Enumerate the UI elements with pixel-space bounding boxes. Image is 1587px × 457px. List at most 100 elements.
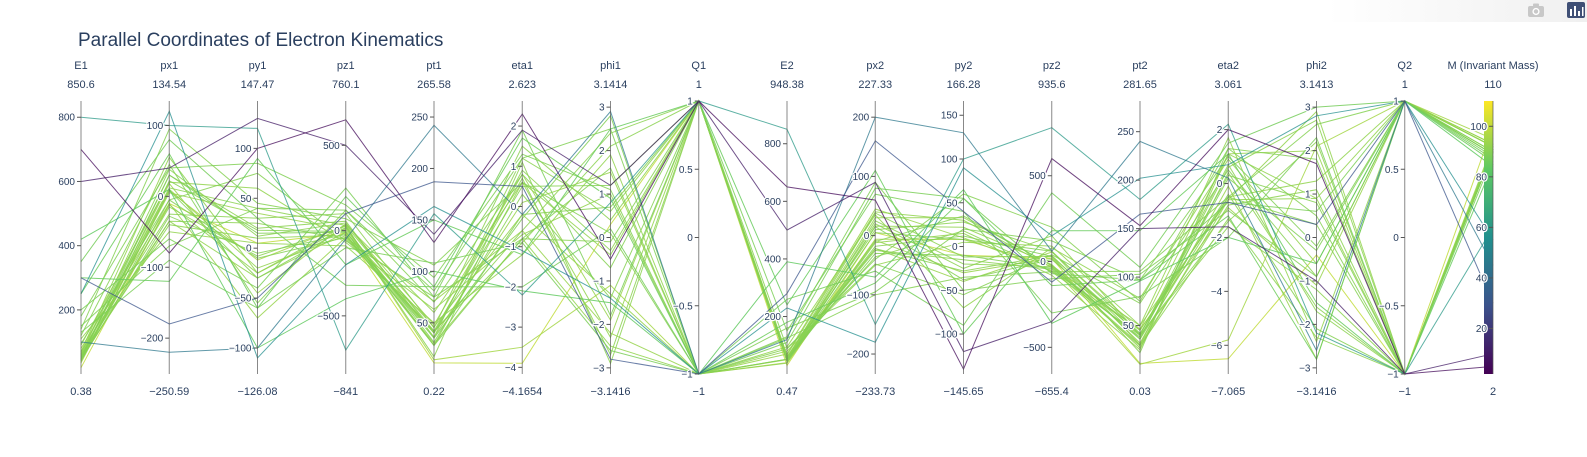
tick-label: 40 <box>1476 273 1488 284</box>
tick-label: 100 <box>411 267 428 278</box>
axis-max-label: 147.47 <box>241 79 275 91</box>
axis-e2[interactable]: E2 948.38 0.47 200 400 600 800 <box>763 60 804 398</box>
axis-min-label: 0.47 <box>776 386 797 398</box>
tick-label: 200 <box>58 305 75 316</box>
axis-max-label: 2.623 <box>508 79 536 91</box>
tick-label: 0.5 <box>1385 165 1399 176</box>
tick-label: 20 <box>1476 324 1488 335</box>
tick-label: 100 <box>941 155 958 166</box>
axis-max-label: 1 <box>696 79 702 91</box>
tick-label: −100 <box>141 263 164 274</box>
tick-label: 0 <box>687 233 693 244</box>
tick-label: −50 <box>235 294 252 305</box>
tick-label: 600 <box>58 177 75 188</box>
axis-min-label: 2 <box>1490 386 1496 398</box>
axis-title: px2 <box>866 60 884 72</box>
axis-min-label: 0.03 <box>1129 386 1150 398</box>
axis-e1[interactable]: E1 850.6 0.38 200 400 600 800 <box>57 60 95 398</box>
tick-label: 0 <box>1040 257 1046 268</box>
tick-label: 2 <box>511 122 517 133</box>
axis-py1[interactable]: py1 147.47 −126.08 −100 −50 0 50 100 <box>228 60 278 398</box>
tick-label: 150 <box>1117 224 1134 235</box>
tick-label: 1 <box>599 190 605 201</box>
axis-min-label: −3.1416 <box>1296 386 1336 398</box>
tick-label: 50 <box>417 318 429 329</box>
tick-label: −0.5 <box>1379 301 1399 312</box>
axis-min-label: −1 <box>1398 386 1411 398</box>
axis-title: E1 <box>74 60 87 72</box>
tick-label: 3 <box>599 103 605 114</box>
tick-label: 2 <box>1217 125 1223 136</box>
axis-min-label: −655.4 <box>1035 386 1069 398</box>
tick-label: −1 <box>505 242 517 253</box>
axis-pt2[interactable]: pt2 281.65 0.03 50 100 150 200 250 <box>1116 60 1157 398</box>
tick-label: 100 <box>1117 273 1134 284</box>
tick-label: 200 <box>1117 176 1134 187</box>
axis-min-label: −1 <box>692 386 705 398</box>
tick-label: 0 <box>511 202 517 213</box>
axis-phi1[interactable]: phi1 3.1414 −3.1416 −3 −2 −1 0 1 2 3 <box>590 60 630 398</box>
tick-label: −50 <box>941 286 958 297</box>
tick-label: 800 <box>764 139 781 150</box>
tick-label: −1 <box>681 370 693 381</box>
axis-eta2[interactable]: eta2 3.061 −7.065 −6 −4 −2 0 2 <box>1210 60 1246 398</box>
axis-title: E2 <box>780 60 793 72</box>
tick-label: 500 <box>323 141 340 152</box>
tick-label: −1 <box>593 276 605 287</box>
tick-label: 0 <box>158 192 164 203</box>
axis-pt1[interactable]: pt1 265.58 0.22 50 100 150 200 250 <box>410 60 451 398</box>
tick-label: 1 <box>511 162 517 173</box>
chart-modebar <box>1327 0 1587 22</box>
tick-label: 2 <box>599 146 605 157</box>
tick-label: 250 <box>411 113 428 124</box>
axis-max-label: 281.65 <box>1123 79 1157 91</box>
tick-label: −1 <box>1299 276 1311 287</box>
tick-label: −100 <box>847 290 870 301</box>
axis-max-label: 1 <box>1402 79 1408 91</box>
tick-label: 1 <box>1393 97 1399 108</box>
axis-pz2[interactable]: pz2 935.6 −655.4 −500 0 500 <box>1022 60 1069 398</box>
axis-py2[interactable]: py2 166.28 −145.65 −100 −50 0 50 100 150 <box>934 60 984 398</box>
axis-max-label: 134.54 <box>152 79 186 91</box>
tick-label: −2 <box>593 320 605 331</box>
axis-title: py2 <box>955 60 973 72</box>
tick-label: 0 <box>334 226 340 237</box>
tick-label: 400 <box>58 241 75 252</box>
axis-title: eta1 <box>512 60 533 72</box>
tick-label: 150 <box>941 111 958 122</box>
tick-label: −3 <box>505 323 517 334</box>
axis-title: eta2 <box>1218 60 1239 72</box>
axis-max-label: 166.28 <box>947 79 981 91</box>
axis-m-invariant-mass[interactable]: M (Invariant Mass) 110 2 20 40 60 80 100 <box>1447 60 1538 398</box>
axis-max-label: 948.38 <box>770 79 804 91</box>
tick-label: −500 <box>317 311 340 322</box>
axis-min-label: 0.38 <box>70 386 91 398</box>
tick-label: −1 <box>1387 370 1399 381</box>
axis-title: pz1 <box>337 60 355 72</box>
plotly-logo-icon[interactable] <box>1567 2 1585 18</box>
tick-label: 0 <box>864 231 870 242</box>
axis-pz1[interactable]: pz1 760.1 −841 −500 0 500 <box>316 60 360 398</box>
tick-label: −3 <box>593 363 605 374</box>
axis-eta1[interactable]: eta1 2.623 −4.1654 −4 −3 −2 −1 0 1 2 <box>502 60 542 398</box>
axis-max-label: 3.061 <box>1214 79 1242 91</box>
tick-label: −0.5 <box>673 301 693 312</box>
tick-label: 50 <box>240 194 252 205</box>
axis-title: pz2 <box>1043 60 1061 72</box>
axis-px1[interactable]: px1 134.54 −250.59 −200 −100 0 100 <box>139 60 190 398</box>
axis-max-label: 110 <box>1484 79 1502 91</box>
tick-label: 100 <box>1470 122 1487 133</box>
tick-label: 0.5 <box>679 165 693 176</box>
camera-icon[interactable] <box>1527 2 1545 18</box>
axis-min-label: −126.08 <box>237 386 277 398</box>
axis-title: phi2 <box>1306 60 1327 72</box>
axis-q2[interactable]: Q2 1 −1 −1 −0.5 0 0.5 1 <box>1378 60 1412 398</box>
tick-label: 200 <box>411 164 428 175</box>
axis-title: Q1 <box>691 60 706 72</box>
axis-max-label: 935.6 <box>1038 79 1066 91</box>
axis-phi2[interactable]: phi2 3.1413 −3.1416 −3 −2 −1 0 1 2 3 <box>1296 60 1336 398</box>
axis-q1[interactable]: Q1 1 −1 −1 −0.5 0 0.5 1 <box>672 60 706 398</box>
axis-max-label: 850.6 <box>67 79 95 91</box>
tick-label: −200 <box>847 350 870 361</box>
axis-px2[interactable]: px2 227.33 −233.73 −200 −100 0 100 200 <box>845 60 896 398</box>
